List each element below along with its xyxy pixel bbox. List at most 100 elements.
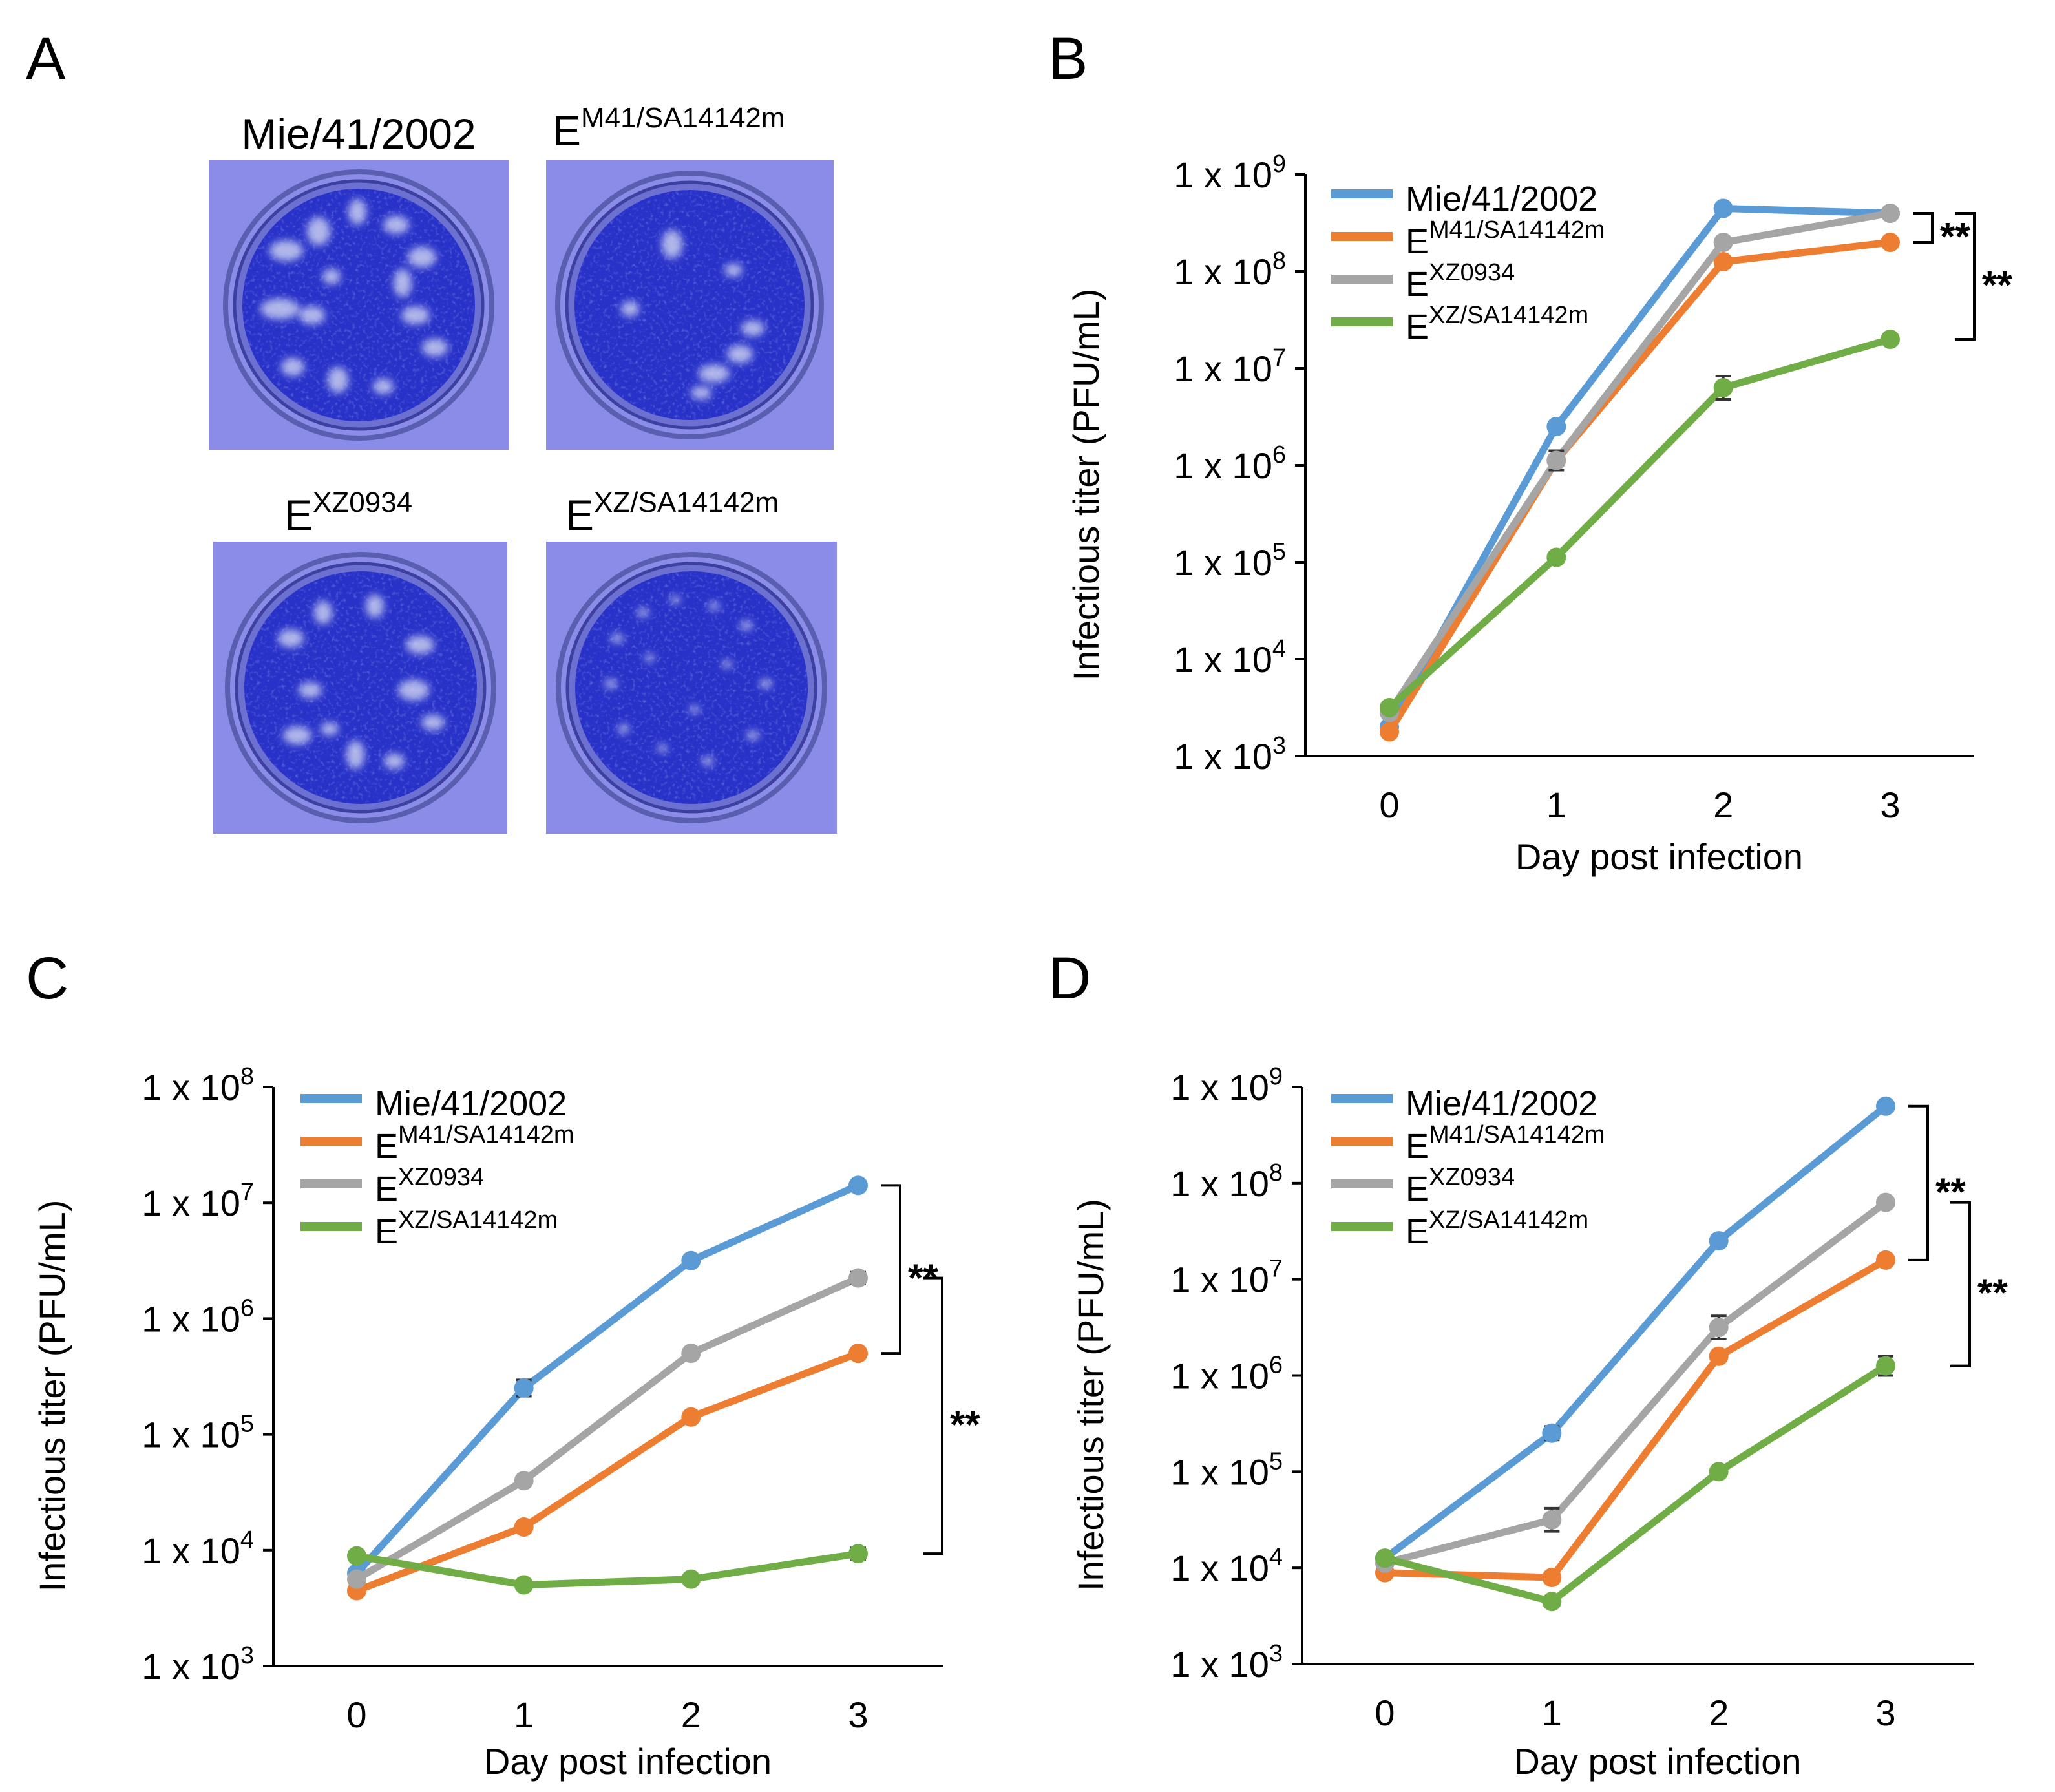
data-point — [1713, 252, 1733, 271]
data-point — [1542, 1568, 1562, 1588]
y-tick-label: 1 x 103 — [1170, 1640, 1283, 1685]
x-tick-label: 0 — [346, 1694, 366, 1735]
data-point — [1380, 698, 1399, 717]
y-axis-title: Infectious titer (PFU/mL) — [1066, 289, 1106, 681]
x-tick-label: 1 — [1546, 785, 1566, 825]
significance-stars: ** — [950, 1403, 980, 1446]
x-tick-label: 3 — [1880, 785, 1900, 825]
series-line-1 — [1384, 1257, 1888, 1581]
y-tick-label: 1 x 108 — [1174, 248, 1286, 292]
y-tick-label: 1 x 103 — [1174, 732, 1286, 777]
significance-stars: ** — [1935, 1170, 1966, 1214]
legend-entry: Mie/41/2002 — [375, 1084, 567, 1123]
plaque-title-exz0934: EXZ0934 — [284, 487, 412, 539]
x-tick-label: 1 — [1542, 1692, 1562, 1733]
y-tick-label: 1 x 106 — [1174, 441, 1286, 486]
y-tick-label: 1 x 105 — [142, 1411, 254, 1455]
significance-bracket: ** — [1955, 212, 2012, 341]
data-point — [681, 1344, 701, 1364]
legend-entry: EXZ/SA14142m — [1406, 302, 1588, 346]
data-point — [1546, 450, 1566, 470]
data-point — [347, 1546, 366, 1566]
data-point — [1546, 417, 1566, 436]
plaque-title-em41: EM41/SA14142m — [553, 102, 785, 154]
y-tick-label: 1 x 107 — [1170, 1256, 1283, 1300]
series-line-3 — [1387, 335, 1892, 711]
y-tick-label: 1 x 104 — [142, 1526, 254, 1571]
legend-entry: EXZ/SA14142m — [375, 1207, 558, 1251]
data-point — [1881, 233, 1900, 252]
panel-b-label: B — [1048, 26, 1088, 92]
data-point — [1546, 547, 1566, 567]
x-tick-label: 2 — [1709, 1692, 1729, 1733]
significance-bracket: ** — [1950, 1201, 2008, 1367]
plaque-title-exz-sa14142m: EXZ/SA14142m — [565, 487, 779, 539]
x-axis-title: Day post infection — [1513, 1741, 1801, 1782]
data-point — [848, 1544, 868, 1564]
data-point — [1542, 1423, 1562, 1443]
data-point — [1709, 1462, 1729, 1482]
panel-a-label: A — [26, 26, 66, 92]
y-tick-label: 1 x 106 — [1170, 1352, 1283, 1397]
panel-d: D 1 x 103 1 x 104 1 x 105 1 x 106 1 x 107 1 x … — [1048, 945, 2008, 1782]
data-point — [1876, 1096, 1895, 1116]
y-tick-label: 1 x 107 — [142, 1179, 254, 1223]
series-line-0 — [353, 1182, 860, 1576]
data-point — [1876, 1250, 1895, 1270]
y-axis-title: Infectious titer (PFU/mL) — [32, 1200, 72, 1592]
y-axis-title: Infectious titer (PFU/mL) — [1070, 1199, 1111, 1591]
legend-entry: Mie/41/2002 — [1406, 180, 1597, 218]
charts: B 1 x 103 1 x 104 1 x 105 1 x 106 1 x 107 1 x … — [26, 26, 2012, 1782]
data-point — [1713, 198, 1733, 218]
legend-entry: EXZ0934 — [1406, 1164, 1515, 1208]
plaque-image-exz-sa14142m — [546, 542, 837, 834]
legend-entry: EXZ/SA14142m — [1406, 1207, 1588, 1251]
data-point — [1876, 1356, 1895, 1376]
significance-stars: ** — [1940, 215, 1970, 258]
data-point — [1713, 378, 1733, 397]
x-tick-label: 2 — [681, 1694, 701, 1735]
legend-entry: EM41/SA14142m — [1406, 216, 1605, 261]
legend-entry: EXZ0934 — [1406, 259, 1515, 304]
data-point — [1881, 330, 1900, 349]
data-point — [514, 1517, 534, 1537]
series-line-3 — [356, 1550, 859, 1589]
series-line-2 — [355, 1274, 860, 1583]
panel-a: A Mie/41/2002 — [26, 26, 837, 834]
data-point — [848, 1268, 868, 1288]
data-point — [514, 1575, 534, 1595]
series-line-2 — [1386, 209, 1891, 715]
data-point — [848, 1344, 868, 1364]
y-tick-label: 1 x 109 — [1170, 1063, 1283, 1108]
panel-b: B 1 x 103 1 x 104 1 x 105 1 x 106 1 x 107 1 x … — [1048, 26, 2012, 877]
x-tick-label: 0 — [1375, 1692, 1395, 1733]
data-point — [1713, 233, 1733, 252]
panel-d-label: D — [1048, 945, 1091, 1011]
data-point — [681, 1569, 701, 1589]
y-tick-label: 1 x 103 — [142, 1642, 254, 1687]
significance-stars: ** — [1977, 1271, 2008, 1314]
data-point — [681, 1250, 701, 1270]
x-tick-label: 2 — [1713, 785, 1733, 825]
data-point — [1709, 1346, 1729, 1366]
significance-stars: ** — [1982, 264, 2012, 307]
significance-bracket: ** — [923, 1276, 980, 1555]
data-point — [1709, 1231, 1729, 1251]
data-point — [1375, 1548, 1395, 1568]
x-axis-title: Day post infection — [484, 1741, 772, 1782]
y-tick-label: 1 x 107 — [1174, 344, 1286, 389]
data-point — [1542, 1510, 1562, 1530]
x-tick-label: 3 — [848, 1694, 868, 1735]
data-point — [848, 1175, 868, 1196]
significance-bracket: ** — [881, 1184, 938, 1355]
legend-entry: EM41/SA14142m — [375, 1121, 574, 1166]
series-line-0 — [1386, 205, 1891, 729]
legend-entry: EXZ0934 — [375, 1164, 484, 1208]
plaque-image-em41 — [546, 160, 834, 450]
data-point — [1881, 204, 1900, 223]
y-tick-label: 1 x 108 — [1170, 1159, 1283, 1204]
x-tick-label: 3 — [1875, 1692, 1895, 1733]
panel-c-label: C — [26, 945, 68, 1011]
y-tick-label: 1 x 104 — [1174, 635, 1286, 680]
